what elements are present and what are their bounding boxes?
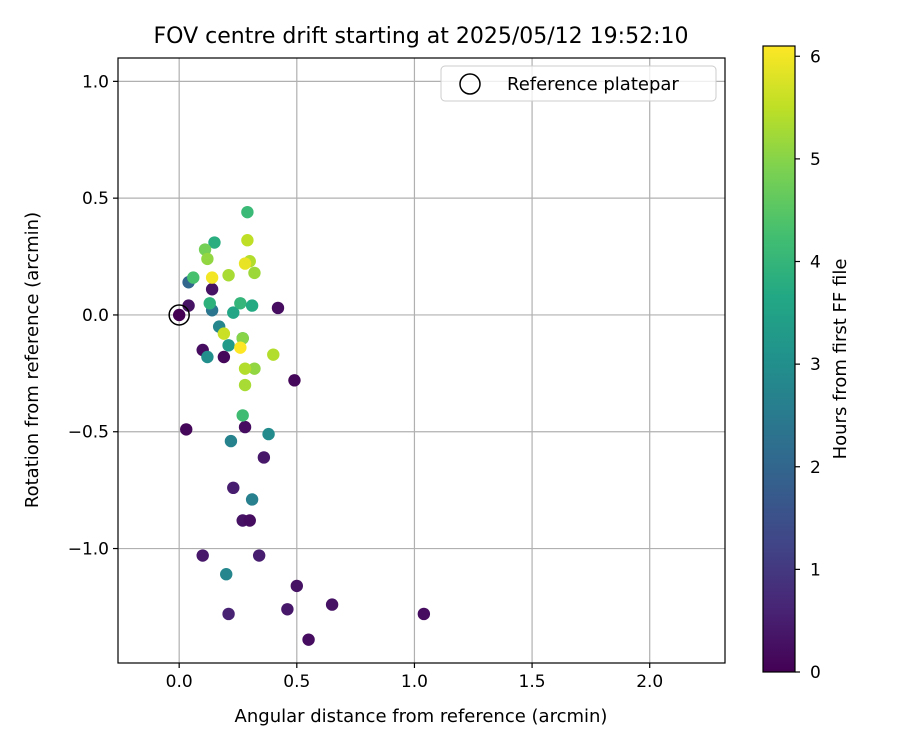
y-tick-label: 0.5 — [82, 189, 109, 209]
data-point — [180, 423, 193, 436]
x-tick-label: 0.0 — [166, 672, 193, 692]
data-point — [201, 350, 214, 364]
data-point — [281, 603, 294, 616]
y-axis-ticks: 1.0 0.5 0.0 −0.5 −1.0 — [68, 72, 118, 560]
data-point — [271, 301, 285, 315]
data-point — [227, 481, 240, 495]
x-axis-label: Angular distance from reference (arcmin) — [235, 706, 608, 727]
y-tick-label: 1.0 — [82, 72, 109, 92]
plot-area — [117, 57, 726, 664]
data-point — [241, 234, 254, 247]
data-point — [245, 299, 259, 312]
x-tick-label: 2.0 — [636, 672, 663, 692]
y-axis-label: Rotation from reference (arcmin) — [22, 212, 43, 508]
colorbar-label: Hours from first FF file — [830, 259, 851, 460]
colorbar-tick-label: 4 — [810, 253, 821, 273]
data-point — [302, 633, 315, 646]
reference-marker — [168, 304, 190, 326]
data-point — [236, 409, 249, 422]
data-point — [248, 266, 261, 280]
legend: Reference platepar — [440, 65, 717, 102]
colorbar-tick-label: 5 — [810, 150, 821, 170]
legend-marker-icon — [459, 73, 481, 95]
data-point — [267, 348, 280, 361]
x-tick-label: 1.5 — [519, 672, 546, 692]
colorbar: 0 1 2 3 4 5 6 Hours from first FF file — [762, 45, 851, 683]
y-tick-label: −0.5 — [68, 423, 109, 443]
data-point — [245, 493, 259, 506]
chart-title: FOV centre drift starting at 2025/05/12 … — [154, 24, 689, 49]
data-point — [182, 299, 195, 312]
data-point — [236, 332, 249, 345]
colorbar-tick-label: 6 — [810, 47, 821, 67]
data-point — [222, 339, 235, 352]
data-point — [203, 297, 216, 310]
data-point — [187, 271, 200, 284]
y-tick-label: 0.0 — [82, 306, 109, 326]
data-point — [205, 271, 219, 284]
plot-frame — [117, 57, 726, 664]
colorbar-tick-label: 2 — [810, 458, 821, 478]
data-point — [288, 374, 301, 387]
data-point — [222, 269, 235, 282]
x-axis-ticks: 0.0 0.5 1.0 1.5 2.0 — [166, 663, 663, 692]
data-point — [238, 420, 252, 434]
data-point — [238, 257, 252, 270]
data-point — [252, 549, 266, 562]
legend-label: Reference platepar — [507, 74, 679, 95]
x-tick-label: 0.5 — [283, 672, 310, 692]
data-point — [201, 252, 214, 266]
data-point — [262, 427, 275, 441]
data-point — [224, 434, 238, 448]
data-point — [238, 362, 252, 375]
legend-box — [440, 65, 717, 102]
data-point — [220, 568, 233, 581]
data-point — [234, 341, 247, 354]
data-point — [205, 283, 219, 296]
data-point — [227, 306, 240, 319]
data-point — [325, 598, 339, 611]
grid-lines — [118, 58, 725, 663]
data-point — [248, 362, 261, 375]
data-point — [198, 243, 212, 256]
data-point — [238, 378, 252, 392]
data-point — [241, 205, 254, 219]
colorbar-ticks: 0 1 2 3 4 5 6 — [795, 47, 821, 683]
colorbar-gradient — [763, 46, 795, 672]
colorbar-tick-label: 3 — [810, 355, 821, 375]
data-point — [417, 607, 431, 621]
data-point — [217, 350, 231, 364]
data-point — [257, 451, 271, 464]
colorbar-frame — [762, 45, 796, 673]
data-point — [290, 579, 304, 593]
data-point — [234, 297, 247, 310]
colorbar-tick-label: 0 — [810, 663, 821, 683]
data-point — [222, 607, 235, 621]
reference-platepar-marker — [168, 304, 190, 326]
data-point — [217, 327, 231, 340]
data-point — [208, 236, 221, 249]
data-point — [196, 549, 209, 562]
x-tick-label: 1.0 — [401, 672, 428, 692]
data-points — [172, 205, 431, 646]
y-tick-label: −1.0 — [68, 540, 109, 560]
colorbar-tick-label: 1 — [810, 560, 821, 580]
data-point — [243, 514, 256, 527]
data-point — [172, 308, 186, 322]
